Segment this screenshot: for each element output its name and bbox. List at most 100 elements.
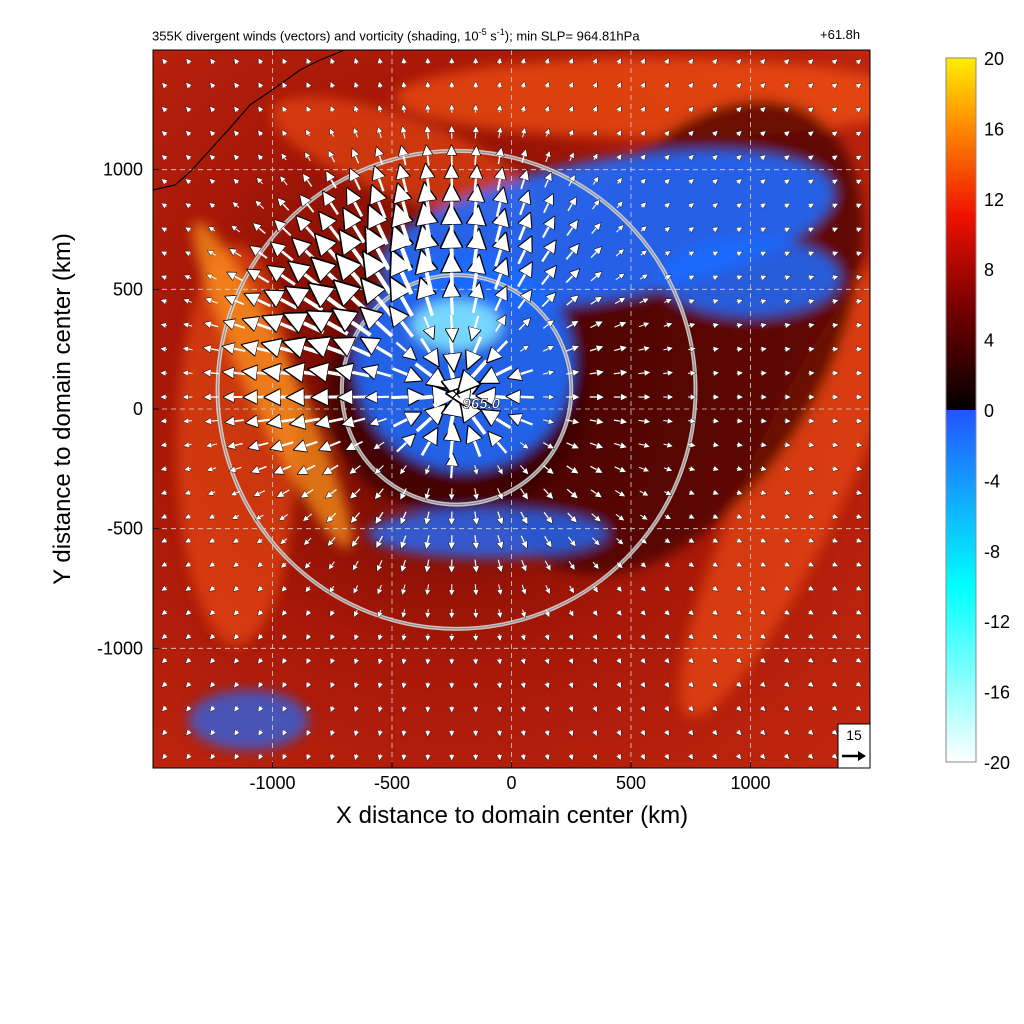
wind-vector (568, 561, 573, 567)
wind-vector (666, 60, 668, 63)
wind-vector (260, 683, 262, 686)
wind-vector (713, 683, 715, 686)
wind-vector (396, 287, 414, 317)
wind-vector (498, 173, 502, 191)
wind-vector (714, 61, 716, 64)
wind-vector (523, 659, 524, 662)
wind-vector (785, 635, 788, 637)
wind-vector (306, 561, 311, 567)
wind-vector (188, 85, 190, 88)
wind-vector (761, 755, 763, 758)
wind-vector (233, 491, 241, 494)
wind-vector (545, 176, 550, 188)
wind-vector (345, 397, 368, 398)
wind-vector (229, 298, 245, 304)
wind-vector (307, 635, 309, 638)
wind-vector (401, 171, 406, 193)
wind-vector (187, 587, 190, 589)
wind-vector (299, 442, 318, 448)
wind-vector (833, 564, 836, 565)
wind-vector (255, 467, 267, 471)
wind-vector (519, 347, 526, 352)
wind-vector (857, 707, 860, 709)
wind-vector (327, 197, 340, 215)
wind-vector (616, 227, 621, 233)
wind-vector (342, 315, 372, 337)
x-tick-label: 500 (616, 773, 646, 793)
wind-vector (352, 465, 361, 472)
wind-vector (618, 156, 620, 159)
wind-vector (523, 706, 524, 710)
wind-vector (369, 370, 392, 376)
wind-vector (303, 199, 315, 213)
wind-vector (833, 133, 836, 135)
wind-vector (665, 540, 668, 542)
wind-vector (713, 540, 716, 542)
colorbar-tick-label: -8 (984, 542, 1000, 562)
wind-vector (281, 514, 288, 518)
wind-vector (785, 516, 788, 517)
wind-vector (785, 181, 788, 183)
wind-vector (427, 150, 429, 166)
wind-vector (163, 325, 167, 326)
wind-vector (235, 132, 237, 135)
wind-vector (235, 180, 238, 183)
wind-vector (594, 730, 595, 733)
wind-vector (665, 252, 668, 254)
wind-vector (259, 587, 262, 590)
wind-vector (856, 612, 859, 614)
wind-vector (547, 659, 548, 662)
wind-vector (614, 323, 624, 327)
wind-vector (832, 540, 835, 541)
wind-vector (592, 202, 597, 210)
wind-vector (380, 706, 381, 709)
wind-vector (278, 466, 292, 472)
wind-vector (665, 228, 668, 230)
wind-vector (809, 205, 812, 207)
wind-vector (689, 156, 692, 159)
wind-vector (809, 277, 812, 278)
wind-vector (420, 435, 434, 456)
wind-vector (212, 731, 214, 734)
wind-vector (188, 109, 190, 112)
colorbar-tick-label: 20 (984, 49, 1004, 69)
wind-vector (594, 156, 596, 161)
wind-vector (164, 731, 166, 734)
wind-vector (499, 609, 500, 615)
wind-vector (307, 659, 309, 662)
wind-vector (571, 706, 572, 709)
wind-vector (737, 133, 740, 135)
wind-vector (185, 349, 193, 350)
wind-vector (714, 731, 716, 734)
wind-vector (809, 492, 812, 493)
wind-vector (761, 731, 763, 734)
wind-vector (498, 559, 500, 570)
wind-vector (259, 563, 262, 565)
wind-vector (284, 707, 286, 710)
wind-vector (498, 511, 502, 522)
wind-vector (473, 290, 478, 314)
wind-vector (618, 611, 620, 614)
wind-vector (615, 251, 622, 257)
wind-vector (808, 468, 812, 469)
wind-vector (713, 301, 716, 302)
wind-vector (761, 109, 764, 111)
wind-vector (306, 537, 312, 543)
wind-vector (404, 730, 405, 734)
wind-vector (666, 84, 668, 87)
reference-vector: 15 (837, 723, 871, 769)
wind-vector (713, 587, 716, 589)
wind-vector (590, 323, 600, 329)
wind-vector (283, 635, 285, 638)
wind-vector (331, 659, 333, 662)
wind-vector (332, 108, 333, 111)
wind-vector (713, 516, 716, 518)
wind-vector (809, 301, 812, 302)
wind-vector (642, 611, 644, 614)
wind-vector (809, 588, 812, 590)
wind-vector (368, 314, 394, 338)
wind-vector (760, 445, 765, 446)
wind-vector (403, 634, 404, 638)
wind-vector (276, 442, 294, 447)
